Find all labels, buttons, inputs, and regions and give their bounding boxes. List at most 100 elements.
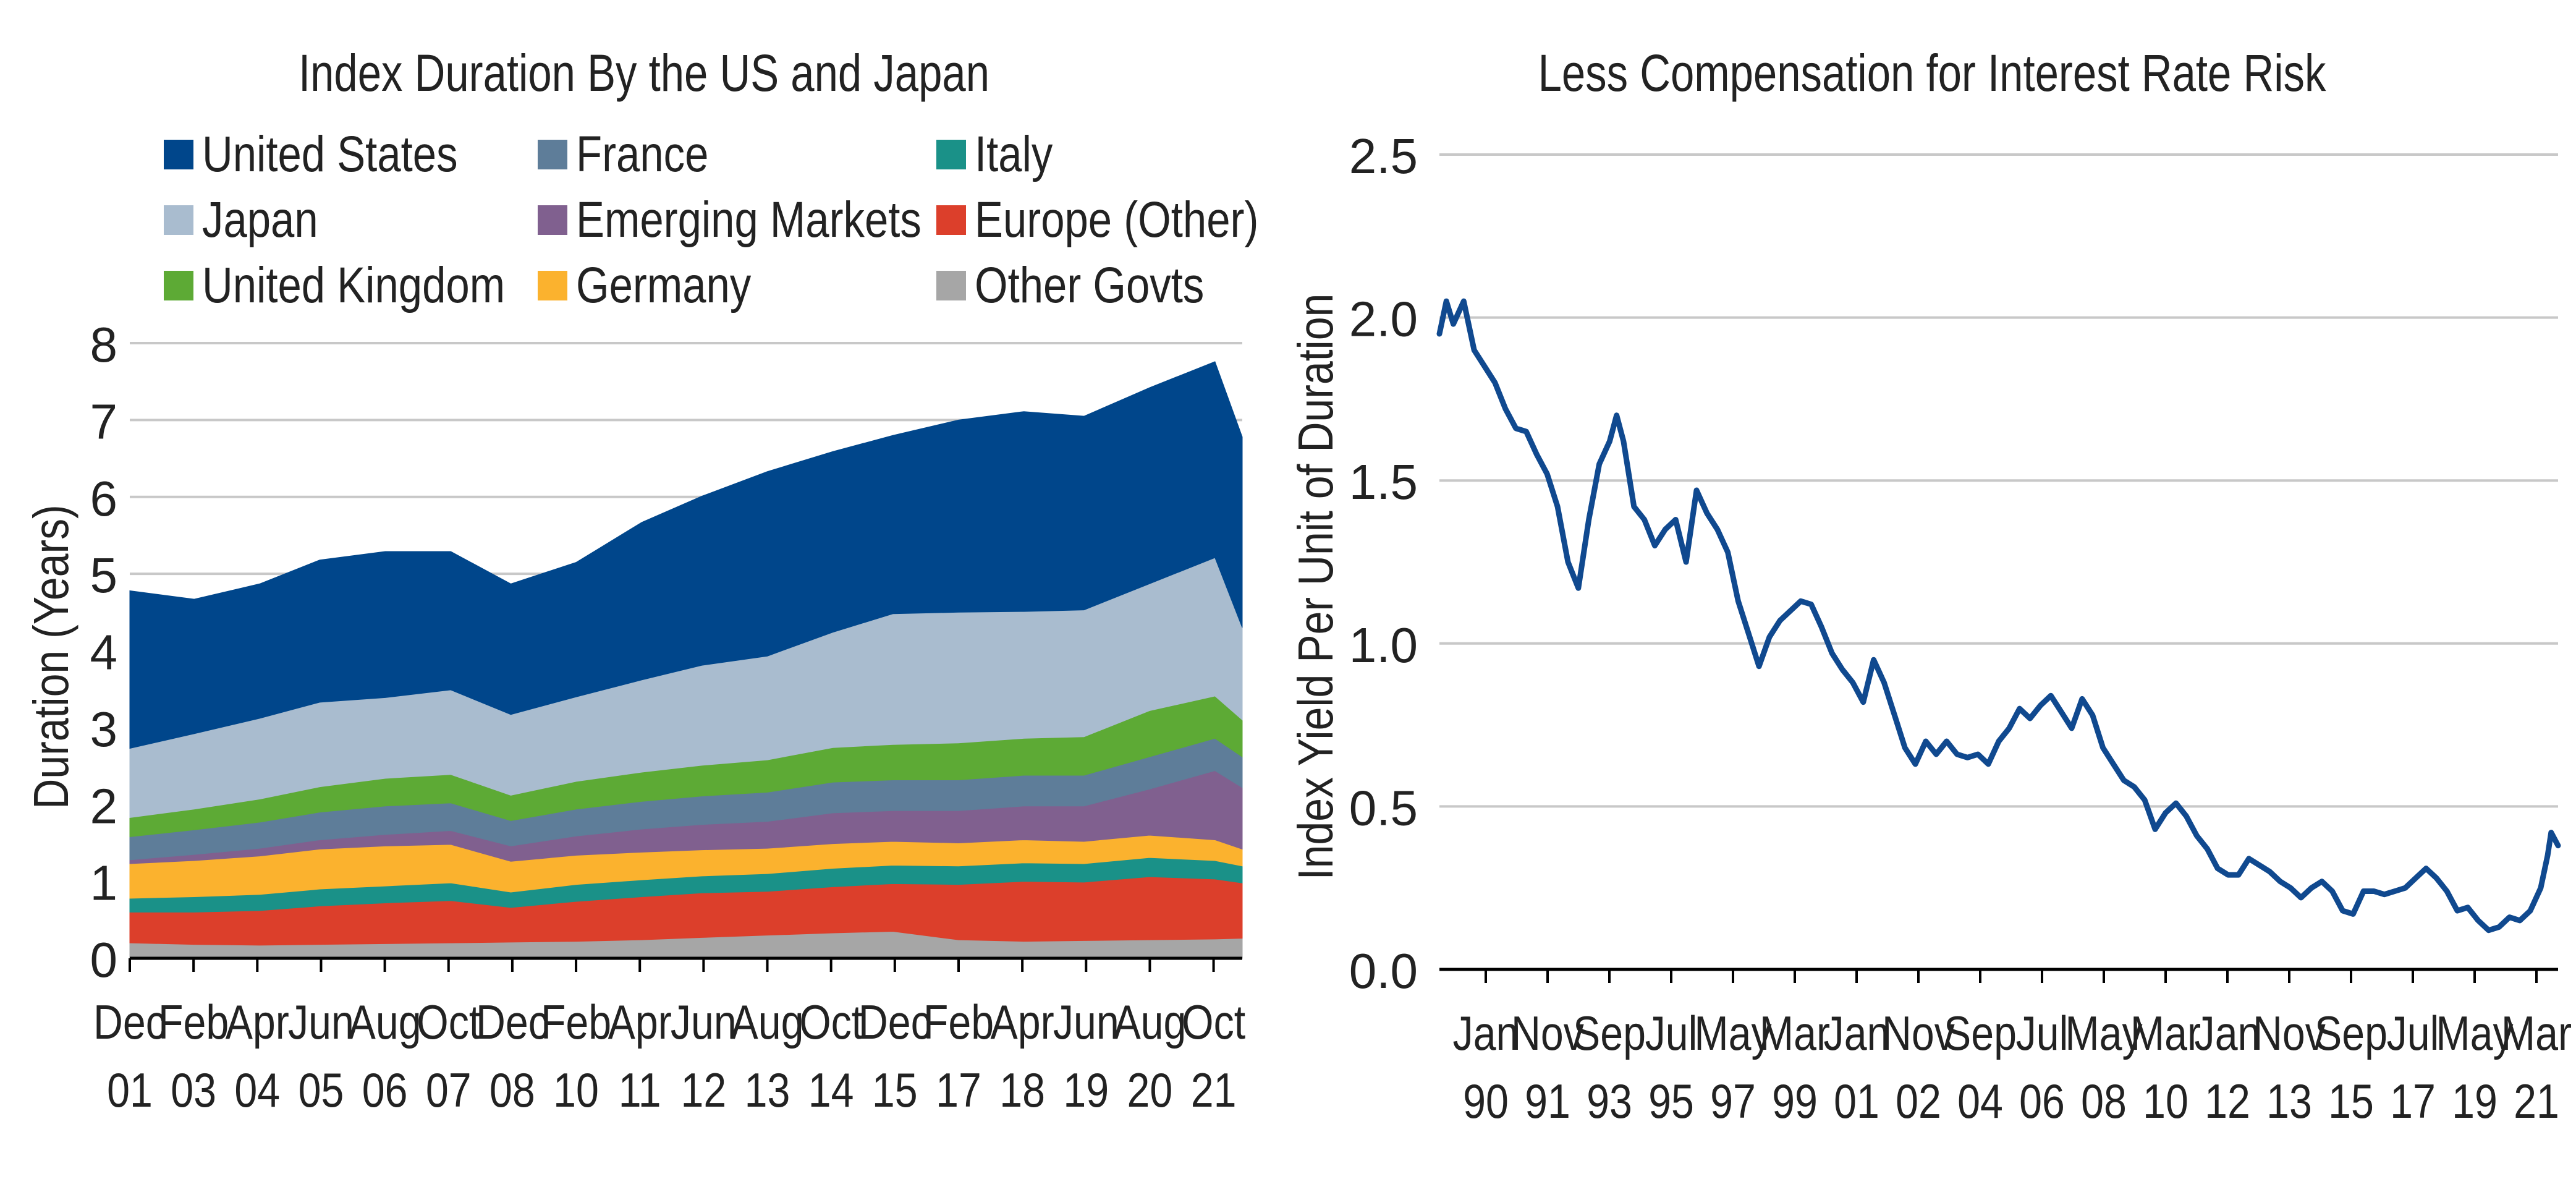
legend-item: Germany — [538, 255, 784, 317]
x-tick-year: 11 — [619, 1063, 661, 1117]
legend-item: Japan — [164, 189, 340, 251]
legend-swatch — [164, 205, 193, 235]
yield-chart-panel: Less Compensation for Interest Rate Risk… — [1288, 0, 2576, 1179]
x-tick-month: Apr — [608, 995, 672, 1049]
x-tick-year: 06 — [2019, 1075, 2065, 1128]
y-tick-label: 0.0 — [1349, 943, 1418, 998]
legend-swatch — [538, 271, 567, 300]
legend-swatch — [538, 140, 567, 169]
x-tick-month: May — [2436, 1007, 2514, 1060]
x-tick-month: Aug — [1113, 995, 1186, 1049]
y-tick-label: 5 — [90, 548, 118, 603]
y-tick-label: 0 — [90, 932, 118, 987]
x-tick-year: 10 — [2143, 1075, 2188, 1128]
x-tick-month: Nov — [2253, 1007, 2326, 1060]
y-tick-label: 2.5 — [1349, 129, 1418, 184]
area-series — [129, 361, 1243, 749]
legend-item: Italy — [936, 124, 1067, 185]
x-tick-year: 17 — [936, 1063, 981, 1117]
x-tick-month: Mar — [2501, 1007, 2572, 1060]
x-tick-month: Nov — [1511, 1007, 1584, 1060]
x-tick-year: 21 — [2514, 1075, 2559, 1128]
legend-label: Other Govts — [975, 257, 1205, 313]
x-tick-year: 04 — [234, 1063, 280, 1117]
x-tick-year: 18 — [999, 1063, 1045, 1117]
chart-title: Index Duration By the US and Japan — [298, 44, 990, 102]
x-tick-month: Apr — [226, 995, 289, 1049]
yield-line — [1436, 298, 2561, 934]
x-tick-month: Aug — [349, 995, 422, 1049]
x-tick-month: Aug — [731, 995, 804, 1049]
legend-label: United States — [202, 126, 458, 182]
x-tick-month: Jan — [2195, 1007, 2261, 1060]
x-tick-month: Jun — [671, 995, 737, 1049]
x-tick-month: Feb — [541, 995, 611, 1049]
x-tick-year: 08 — [2081, 1075, 2127, 1128]
x-tick-year: 19 — [2452, 1075, 2498, 1128]
x-tick-month: Mar — [2130, 1007, 2201, 1060]
y-tick-label: 7 — [90, 394, 118, 449]
legend-item: France — [538, 124, 734, 185]
y-tick-label: 0.5 — [1349, 780, 1418, 835]
x-tick-year: 04 — [1957, 1075, 2003, 1128]
x-tick-year: 17 — [2390, 1075, 2436, 1128]
x-tick-year: 13 — [745, 1063, 790, 1117]
x-tick-month: Sep — [2315, 1007, 2387, 1060]
x-tick-year: 01 — [107, 1063, 153, 1117]
legend-label: Emerging Markets — [576, 192, 922, 248]
x-tick-month: Jul — [2016, 1007, 2069, 1060]
x-tick-year: 03 — [171, 1063, 216, 1117]
y-tick-label: 1.0 — [1349, 618, 1418, 673]
x-tick-year: 90 — [1463, 1075, 1509, 1128]
duration-chart-panel: Index Duration By the US and Japan Unite… — [23, 44, 1276, 1117]
x-tick-year: 91 — [1525, 1075, 1570, 1128]
y-tick-label: 2 — [90, 778, 118, 833]
x-tick-month: May — [2065, 1007, 2143, 1060]
x-tick-month: Mar — [1760, 1007, 1830, 1060]
x-tick-year: 95 — [1648, 1075, 1694, 1128]
chart-title: Less Compensation for Interest Rate Risk — [1538, 44, 2326, 102]
x-tick-year: 15 — [2328, 1075, 2374, 1128]
y-axis-label: Duration (Years) — [23, 504, 78, 809]
x-tick-month: Jul — [2387, 1007, 2439, 1060]
x-tick-month: Feb — [923, 995, 994, 1049]
line-chart: 0.0 0.5 1.0 1.5 2.0 2.5 Index Yield Per Unit o… — [1288, 129, 2572, 1128]
legend-swatch — [164, 271, 193, 300]
legend-label: Japan — [202, 192, 318, 248]
x-tick-month: Dec — [93, 995, 166, 1049]
legend-label: Italy — [975, 126, 1053, 182]
x-tick-month: Oct — [417, 995, 480, 1049]
y-tick-label: 3 — [90, 702, 118, 757]
x-tick-month: Jan — [1824, 1007, 1890, 1060]
x-tick-month: Nov — [1882, 1007, 1955, 1060]
chart-legend: United States France Italy Japan Emerging Ma… — [164, 124, 1276, 321]
x-tick-month: Feb — [158, 995, 229, 1049]
x-tick-year: 02 — [1896, 1075, 1941, 1128]
x-tick-year: 99 — [1772, 1075, 1818, 1128]
x-tick-year: 13 — [2266, 1075, 2312, 1128]
legend-label: United Kingdom — [202, 257, 506, 313]
x-tick-year: 06 — [362, 1063, 408, 1117]
x-tick-month: Sep — [1944, 1007, 2017, 1060]
legend-swatch — [164, 140, 193, 169]
legend-swatch — [936, 140, 966, 169]
y-tick-label: 8 — [90, 317, 118, 372]
legend-item: Other Govts — [936, 255, 1248, 317]
x-tick-month: May — [1694, 1007, 1772, 1060]
legend-label: Germany — [576, 257, 752, 313]
x-tick-month: Jan — [1453, 1007, 1519, 1060]
x-tick-year: 21 — [1191, 1063, 1237, 1117]
x-tick-year: 19 — [1063, 1063, 1109, 1117]
y-tick-label: 2.0 — [1349, 292, 1418, 347]
y-tick-label: 4 — [90, 625, 118, 680]
x-tick-month: Jun — [1053, 995, 1119, 1049]
x-tick-month: Jun — [288, 995, 354, 1049]
legend-swatch — [538, 205, 567, 235]
y-tick-label: 1.5 — [1349, 454, 1418, 509]
x-tick-year: 14 — [808, 1063, 854, 1117]
x-tick-year: 97 — [1710, 1075, 1756, 1128]
x-tick-year: 10 — [553, 1063, 599, 1117]
x-tick-month: Oct — [1182, 995, 1245, 1049]
x-tick-year: 12 — [2205, 1075, 2250, 1128]
